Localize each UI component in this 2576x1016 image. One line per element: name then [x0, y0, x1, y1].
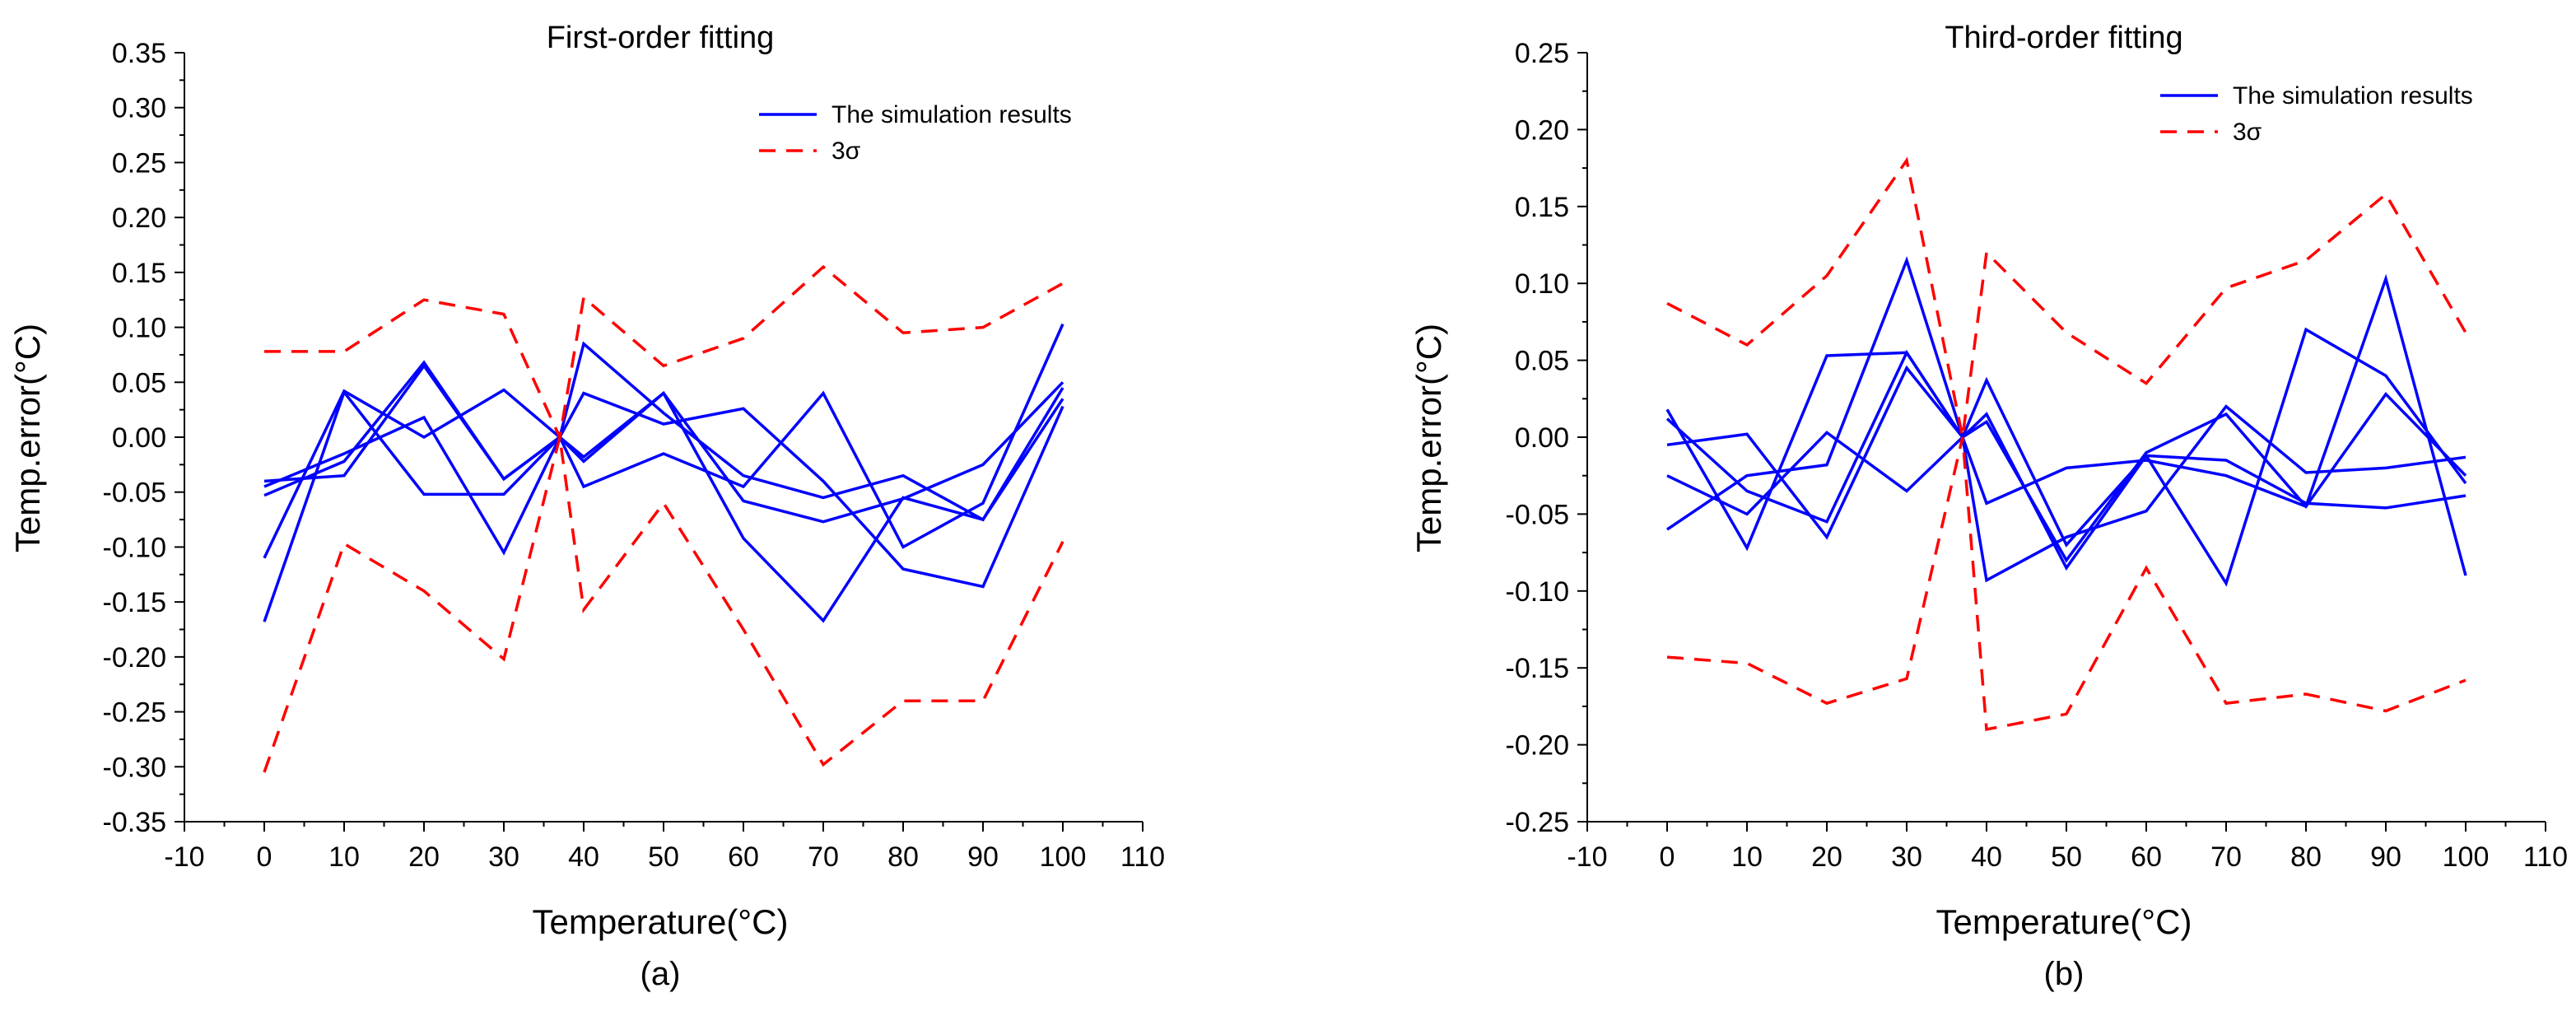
panel-b-x-tick-label: 0 [1660, 841, 1675, 873]
panel-b-sigma-upper-line [1666, 156, 2467, 438]
panel-a-sim-line-3 [263, 323, 1064, 559]
panel-a-y-tick-label: -0.25 [103, 697, 167, 729]
panel-a-x-axis-title: Temperature(°C) [533, 902, 789, 941]
panel-a-y-tick-label: -0.35 [103, 807, 167, 838]
panel-a-y-tick-label: 0.20 [112, 203, 166, 234]
panel-b-sim-line-4 [1666, 255, 2467, 583]
panel-b-y-tick-label: 0.10 [1515, 268, 1569, 300]
panel-b-x-tick-label: -10 [1567, 841, 1607, 873]
panel-b-label: (b) [2044, 956, 2085, 992]
panel-a-y-tick-label: -0.20 [103, 642, 167, 673]
panel-a-x-tick-label: -10 [164, 841, 204, 873]
panel-b-y-tick-label: -0.05 [1506, 499, 1570, 530]
panel-a-x-tick-label: 90 [967, 841, 999, 873]
panel-b-legend-label-1: The simulation results [2233, 82, 2473, 110]
panel-a-y-tick-label: 0.25 [112, 147, 166, 179]
panel-b: Third-order fitting Temperature(°C) (b) … [1409, 21, 2568, 992]
panel-b-sim-line-2 [1666, 327, 2467, 587]
panel-a-legend-label-1: The simulation results [831, 101, 1072, 128]
panel-a-x-tick-label: 30 [488, 841, 519, 873]
panel-b-sigma-lower-line [1666, 436, 2467, 731]
panel-a-sim-line-4 [263, 389, 1064, 622]
panel-b-x-tick-label: 110 [2523, 841, 2568, 873]
panel-b-x-tick-label: 40 [1971, 841, 2002, 873]
panel-a-y-tick-label: 0.30 [112, 93, 166, 124]
panel-a-title: First-order fitting [547, 21, 775, 55]
panel-a-y-tick-label: -0.10 [103, 532, 167, 563]
panel-b-x-tick-label: 100 [2443, 841, 2490, 873]
panel-a-x-tick-label: 100 [1040, 841, 1087, 873]
panel-b-y-tick-label: 0.20 [1515, 114, 1569, 146]
panel-a-y-tick-label: -0.30 [103, 752, 167, 783]
panel-a-x-tick-label: 10 [328, 841, 360, 873]
panel-b-y-tick-label: -0.15 [1506, 653, 1570, 684]
panel-a-sim-line-5 [263, 390, 1064, 623]
panel-b-x-tick-label: 90 [2370, 841, 2401, 873]
panel-a-x-tick-label: 110 [1120, 841, 1165, 873]
panel-a-x-tick-label: 20 [408, 841, 440, 873]
panel-b-legend-label-2: 3σ [2233, 119, 2262, 146]
panel-b-sim-line-1 [1665, 273, 2467, 576]
panel-b-y-tick-label: 0.00 [1515, 422, 1569, 454]
panel-a-y-tick-label: 0.15 [112, 258, 166, 289]
panel-b-y-tick-label: 0.25 [1515, 38, 1569, 69]
panel-b-y-tick-label: 0.15 [1515, 192, 1569, 223]
panel-a-y-tick-label: 0.35 [112, 38, 166, 69]
panel-a-x-tick-label: 80 [887, 841, 919, 873]
panel-a-legend: The simulation results 3σ [759, 101, 1072, 165]
panel-a-x-tick-label: 50 [648, 841, 679, 873]
panel-a-y-tick-label: -0.05 [103, 478, 167, 509]
panel-b-x-tick-label: 60 [2131, 841, 2162, 873]
panel-a-sigma-lower-line [263, 436, 1064, 773]
panel-b-x-tick-label: 50 [2051, 841, 2082, 873]
panel-b-y-tick-label: -0.25 [1506, 807, 1570, 838]
panel-b-x-tick-label: 20 [1811, 841, 1842, 873]
panel-a-y-axis-title: Temp.error(°C) [8, 324, 47, 552]
panel-b-y-axis-title: Temp.error(°C) [1409, 324, 1448, 552]
panel-a-sigma-upper-line [264, 264, 1064, 442]
panel-a: First-order fitting Temperature(°C) (a) … [8, 21, 1165, 992]
panel-a-x-tick-label: 70 [808, 841, 839, 873]
panel-b-x-tick-label: 70 [2210, 841, 2242, 873]
panel-b-legend: The simulation results 3σ [2160, 82, 2473, 146]
panel-a-label: (a) [641, 956, 681, 992]
panel-a-legend-label-2: 3σ [831, 137, 861, 165]
panel-b-title: Third-order fitting [1945, 21, 2182, 55]
panel-b-y-tick-label: -0.20 [1506, 730, 1570, 762]
panel-a-sim-line-1 [263, 363, 1064, 524]
panel-a-y-tick-label: 0.10 [112, 313, 166, 344]
panel-b-x-tick-label: 10 [1731, 841, 1763, 873]
panel-b-y-tick-label: 0.05 [1515, 346, 1569, 377]
panel-a-x-tick-label: 60 [728, 841, 759, 873]
panel-a-x-tick-label: 40 [568, 841, 599, 873]
panel-a-sim-line-2 [263, 341, 1064, 522]
panel-b-x-tick-label: 80 [2290, 841, 2322, 873]
panel-a-y-tick-label: 0.00 [112, 422, 166, 454]
panel-b-sim-line-5 [1665, 349, 2467, 563]
panel-a-y-tick-label: -0.15 [103, 587, 167, 618]
panel-b-y-tick-label: -0.10 [1506, 576, 1570, 608]
panel-b-x-axis-title: Temperature(°C) [1936, 902, 2192, 941]
panel-b-x-tick-label: 30 [1891, 841, 1922, 873]
panel-a-x-tick-label: 0 [257, 841, 273, 873]
panel-a-y-tick-label: 0.05 [112, 367, 166, 398]
